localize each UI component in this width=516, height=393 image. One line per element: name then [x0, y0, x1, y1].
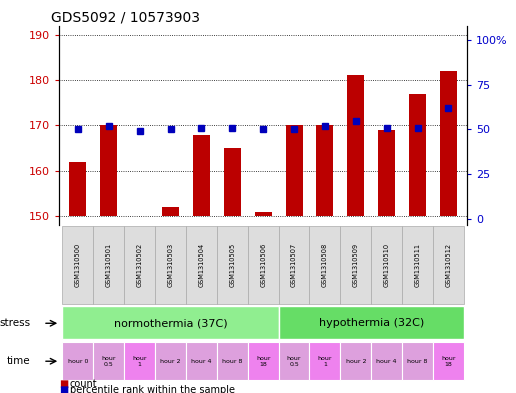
Text: hour 2: hour 2 — [346, 359, 366, 364]
FancyBboxPatch shape — [341, 226, 371, 305]
Bar — [378, 130, 395, 216]
Text: count: count — [70, 379, 98, 389]
Text: hour 4: hour 4 — [377, 359, 397, 364]
Text: hour
0.5: hour 0.5 — [102, 356, 116, 367]
Text: hour
0.5: hour 0.5 — [287, 356, 301, 367]
FancyBboxPatch shape — [402, 342, 433, 380]
Text: GSM1310502: GSM1310502 — [137, 243, 142, 287]
FancyBboxPatch shape — [93, 226, 124, 305]
FancyBboxPatch shape — [402, 226, 433, 305]
Text: time: time — [7, 356, 31, 366]
FancyBboxPatch shape — [155, 226, 186, 305]
Text: stress: stress — [0, 318, 31, 328]
Text: hypothermia (32C): hypothermia (32C) — [318, 318, 424, 328]
FancyBboxPatch shape — [341, 342, 371, 380]
Bar — [69, 162, 86, 216]
FancyBboxPatch shape — [279, 342, 310, 380]
FancyBboxPatch shape — [217, 226, 248, 305]
FancyBboxPatch shape — [186, 342, 217, 380]
Text: hour
1: hour 1 — [133, 356, 147, 367]
FancyBboxPatch shape — [279, 226, 310, 305]
FancyBboxPatch shape — [93, 342, 124, 380]
FancyBboxPatch shape — [279, 307, 464, 340]
Text: normothermia (37C): normothermia (37C) — [114, 318, 228, 328]
Text: ■: ■ — [59, 385, 69, 393]
Bar — [316, 125, 333, 216]
Text: GSM1310501: GSM1310501 — [106, 243, 112, 287]
FancyBboxPatch shape — [371, 226, 402, 305]
Text: GDS5092 / 10573903: GDS5092 / 10573903 — [51, 10, 200, 24]
FancyBboxPatch shape — [155, 342, 186, 380]
Text: GSM1310504: GSM1310504 — [198, 243, 204, 287]
Text: ■: ■ — [59, 379, 69, 389]
Text: GSM1310505: GSM1310505 — [229, 243, 235, 287]
Bar — [409, 94, 426, 216]
FancyBboxPatch shape — [248, 226, 279, 305]
Text: GSM1310510: GSM1310510 — [384, 243, 390, 287]
Bar — [162, 207, 179, 216]
FancyBboxPatch shape — [62, 307, 279, 340]
Text: GSM1310511: GSM1310511 — [414, 243, 421, 287]
FancyBboxPatch shape — [433, 342, 464, 380]
FancyBboxPatch shape — [433, 226, 464, 305]
Text: hour 4: hour 4 — [191, 359, 212, 364]
Text: hour
18: hour 18 — [256, 356, 270, 367]
Bar — [100, 125, 117, 216]
Bar — [193, 134, 210, 216]
Text: hour 2: hour 2 — [160, 359, 181, 364]
Text: percentile rank within the sample: percentile rank within the sample — [70, 385, 235, 393]
Text: GSM1310506: GSM1310506 — [260, 243, 266, 287]
FancyBboxPatch shape — [124, 226, 155, 305]
FancyBboxPatch shape — [62, 342, 93, 380]
Bar — [255, 212, 271, 216]
Text: hour 0: hour 0 — [68, 359, 88, 364]
Bar — [285, 125, 302, 216]
Text: GSM1310507: GSM1310507 — [291, 243, 297, 287]
Bar — [347, 75, 364, 216]
Bar — [224, 148, 241, 216]
FancyBboxPatch shape — [310, 226, 341, 305]
FancyBboxPatch shape — [371, 342, 402, 380]
Bar — [440, 71, 457, 216]
FancyBboxPatch shape — [310, 342, 341, 380]
FancyBboxPatch shape — [62, 226, 93, 305]
Text: GSM1310503: GSM1310503 — [168, 243, 173, 287]
Text: GSM1310509: GSM1310509 — [353, 243, 359, 287]
Text: hour 8: hour 8 — [407, 359, 428, 364]
Text: GSM1310508: GSM1310508 — [322, 243, 328, 287]
Text: hour
1: hour 1 — [318, 356, 332, 367]
FancyBboxPatch shape — [248, 342, 279, 380]
Text: GSM1310500: GSM1310500 — [75, 243, 81, 287]
Text: hour
18: hour 18 — [441, 356, 456, 367]
Text: GSM1310512: GSM1310512 — [445, 243, 452, 287]
FancyBboxPatch shape — [124, 342, 155, 380]
Text: hour 8: hour 8 — [222, 359, 243, 364]
FancyBboxPatch shape — [186, 226, 217, 305]
FancyBboxPatch shape — [217, 342, 248, 380]
